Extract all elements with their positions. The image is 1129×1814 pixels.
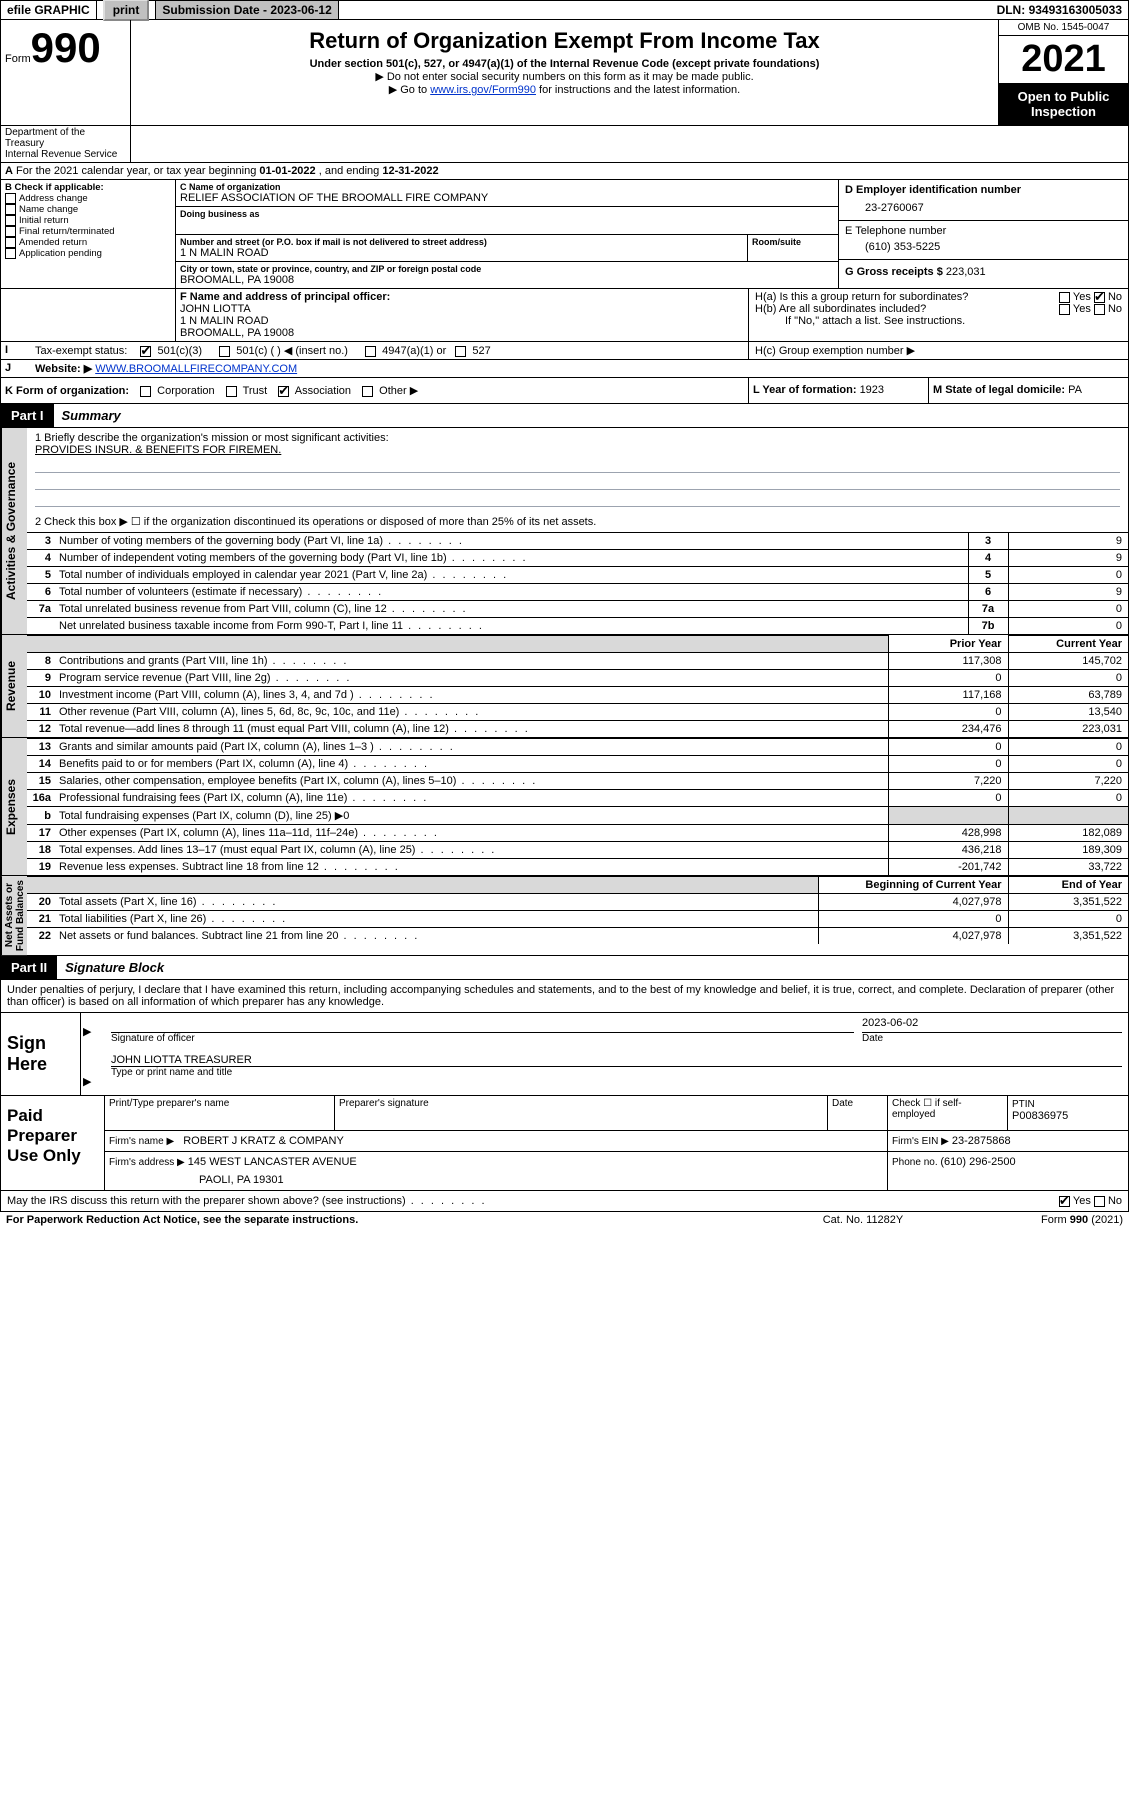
dept-cell: Department of the Treasury Internal Reve… — [1, 125, 131, 162]
vtab-netassets: Net Assets or Fund Balances — [1, 876, 27, 955]
form-title-cell: Return of Organization Exempt From Incom… — [131, 20, 998, 125]
dln: DLN: 93493163005033 — [991, 1, 1128, 19]
form-number-cell: Form990 — [1, 20, 131, 125]
section-c: C Name of organization RELIEF ASSOCIATIO… — [176, 180, 838, 288]
discuss-row: May the IRS discuss this return with the… — [0, 1191, 1129, 1212]
section-a: A For the 2021 calendar year, or tax yea… — [0, 163, 1129, 180]
part1-governance: Activities & Governance 1 Briefly descri… — [0, 428, 1129, 635]
table-row: 14 Benefits paid to or for members (Part… — [27, 756, 1128, 773]
vtab-revenue: Revenue — [1, 635, 27, 737]
year-cell: OMB No. 1545-0047 2021 Open to Public In… — [998, 20, 1128, 125]
instructions-link[interactable]: www.irs.gov/Form990 — [430, 84, 536, 96]
table-row: 7a Total unrelated business revenue from… — [27, 601, 1128, 618]
section-i: I Tax-exempt status: 501(c)(3) 501(c) ( … — [0, 342, 1129, 360]
print-button[interactable]: print — [103, 0, 150, 21]
table-row: 22 Net assets or fund balances. Subtract… — [27, 928, 1128, 945]
expenses-table: 13 Grants and similar amounts paid (Part… — [27, 738, 1128, 875]
table-row: 3 Number of voting members of the govern… — [27, 533, 1128, 550]
website-link[interactable]: WWW.BROOMALLFIRECOMPANY.COM — [95, 363, 297, 375]
section-f: F Name and address of principal officer:… — [176, 289, 748, 341]
sign-here-block: Sign Here ▶ ▶ Signature of officer 2023-… — [0, 1013, 1129, 1096]
table-row: 10 Investment income (Part VIII, column … — [27, 687, 1128, 704]
part1-expenses: Expenses 13 Grants and similar amounts p… — [0, 738, 1129, 876]
revenue-table: Prior Year Current Year 8 Contributions … — [27, 635, 1128, 737]
table-row: 8 Contributions and grants (Part VIII, l… — [27, 653, 1128, 670]
paid-preparer-block: Paid Preparer Use Only Print/Type prepar… — [0, 1096, 1129, 1191]
section-fh: F Name and address of principal officer:… — [0, 289, 1129, 342]
table-row: 20 Total assets (Part X, line 16) 4,027,… — [27, 894, 1128, 911]
part2-jurat: Under penalties of perjury, I declare th… — [0, 980, 1129, 1013]
table-row: 16a Professional fundraising fees (Part … — [27, 790, 1128, 807]
part1-bar: Part I Summary — [0, 404, 1129, 428]
section-deg: D Employer identification number 23-2760… — [838, 180, 1128, 288]
table-row: 17 Other expenses (Part IX, column (A), … — [27, 825, 1128, 842]
footer: For Paperwork Reduction Act Notice, see … — [0, 1212, 1129, 1228]
vtab-expenses: Expenses — [1, 738, 27, 875]
part1-netassets: Net Assets or Fund Balances Beginning of… — [0, 876, 1129, 956]
table-row: 15 Salaries, other compensation, employe… — [27, 773, 1128, 790]
vtab-governance: Activities & Governance — [1, 428, 27, 634]
efile-label: efile GRAPHIC — [1, 1, 97, 19]
table-row: 21 Total liabilities (Part X, line 26) 0… — [27, 911, 1128, 928]
section-b: B Check if applicable: Address change Na… — [1, 180, 176, 288]
table-row: Net unrelated business taxable income fr… — [27, 618, 1128, 635]
table-row: 18 Total expenses. Add lines 13–17 (must… — [27, 842, 1128, 859]
section-bcdeg: B Check if applicable: Address change Na… — [0, 180, 1129, 289]
table-row: 12 Total revenue—add lines 8 through 11 … — [27, 721, 1128, 738]
section-klm: K Form of organization: Corporation Trus… — [0, 378, 1129, 404]
table-row: 9 Program service revenue (Part VIII, li… — [27, 670, 1128, 687]
table-row: b Total fundraising expenses (Part IX, c… — [27, 807, 1128, 825]
table-row: 4 Number of independent voting members o… — [27, 550, 1128, 567]
section-j: J Website: ▶ WWW.BROOMALLFIRECOMPANY.COM — [0, 360, 1129, 378]
table-row: 5 Total number of individuals employed i… — [27, 567, 1128, 584]
netassets-table: Beginning of Current Year End of Year 20… — [27, 876, 1128, 944]
part1-revenue: Revenue Prior Year Current Year 8 Contri… — [0, 635, 1129, 738]
table-row: 6 Total number of volunteers (estimate i… — [27, 584, 1128, 601]
part2-bar: Part II Signature Block — [0, 956, 1129, 980]
form-title: Return of Organization Exempt From Incom… — [139, 28, 990, 54]
table-row: 13 Grants and similar amounts paid (Part… — [27, 739, 1128, 756]
topbar: efile GRAPHIC print Submission Date - 20… — [0, 0, 1129, 20]
submission-date: Submission Date - 2023-06-12 — [156, 1, 338, 19]
table-row: 11 Other revenue (Part VIII, column (A),… — [27, 704, 1128, 721]
table-row: 19 Revenue less expenses. Subtract line … — [27, 859, 1128, 876]
section-h: H(a) Is this a group return for subordin… — [748, 289, 1128, 341]
governance-table: 3 Number of voting members of the govern… — [27, 532, 1128, 634]
